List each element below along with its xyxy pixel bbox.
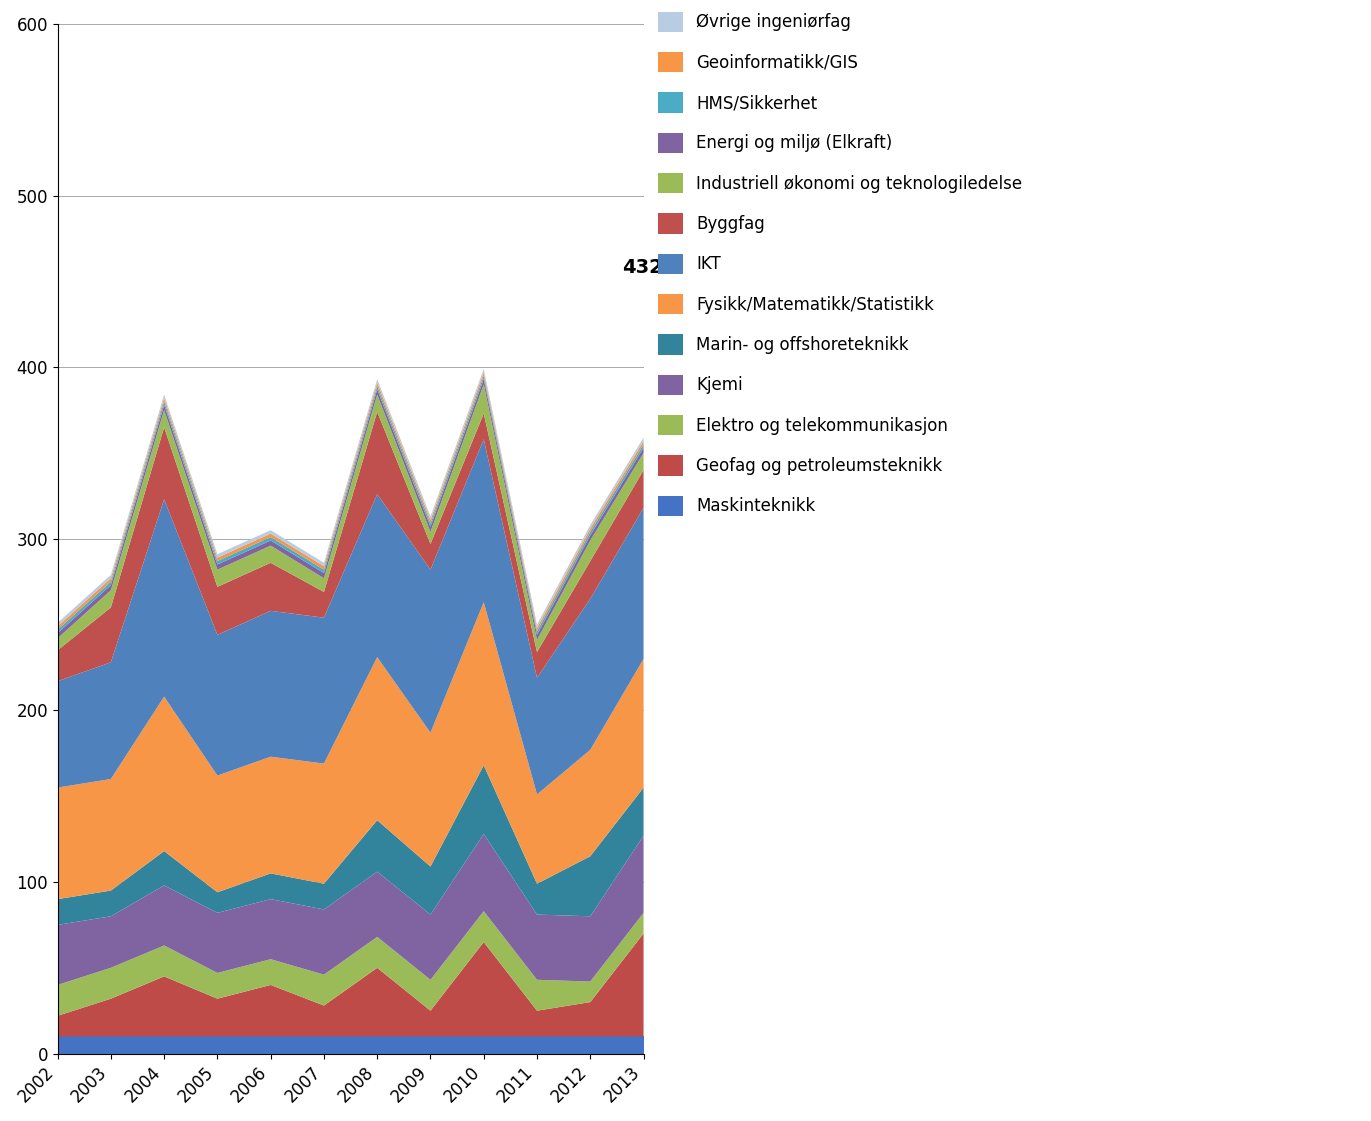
Legend: Øvrige ingeniørfag, Geoinformatikk/GIS, HMS/Sikkerhet, Energi og miljø (Elkraft): Øvrige ingeniørfag, Geoinformatikk/GIS, …	[658, 11, 1023, 516]
Text: 432: 432	[622, 258, 664, 277]
